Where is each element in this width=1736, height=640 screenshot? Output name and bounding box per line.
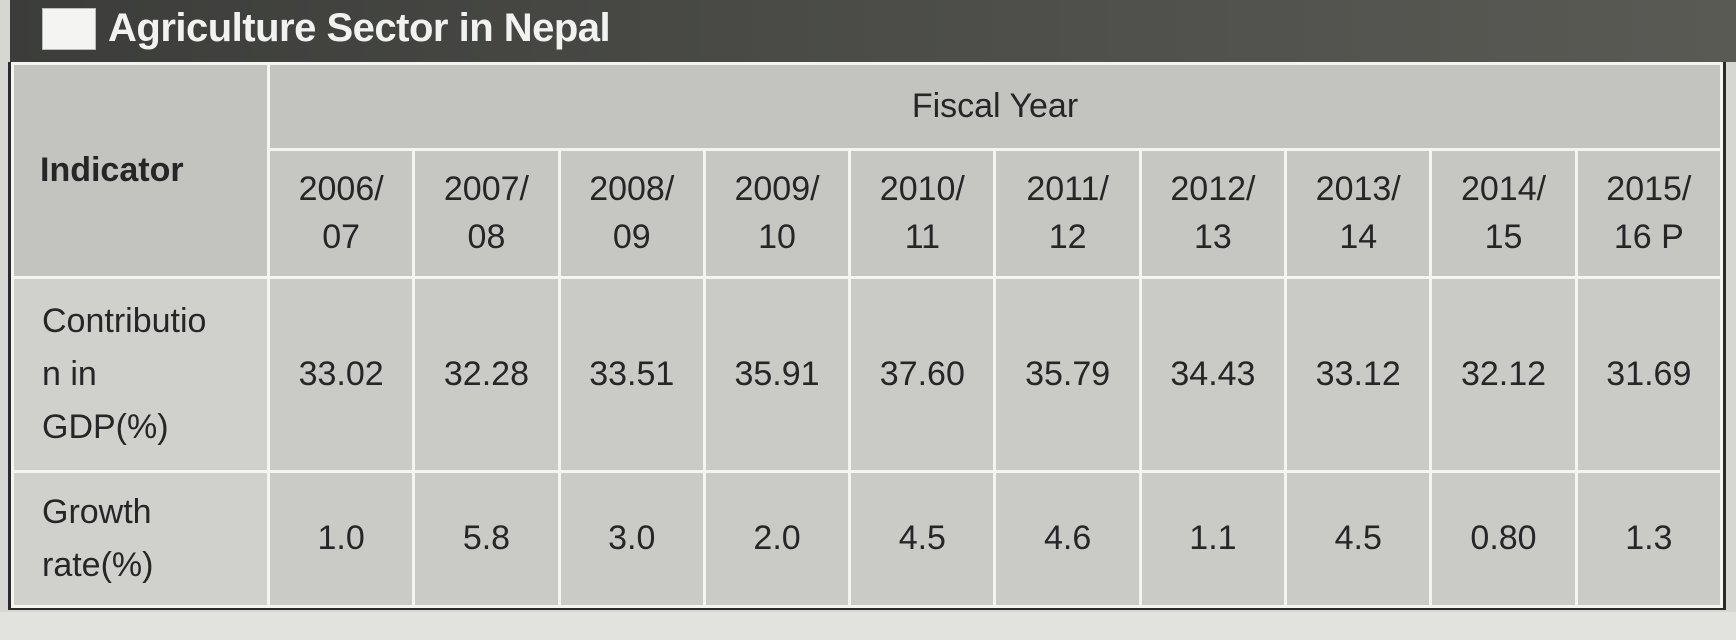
fiscal-year-header: Fiscal Year [267, 62, 1723, 151]
year-header: 2014/15 [1429, 148, 1578, 279]
table-cell: 3.0 [557, 470, 706, 608]
page-bottom-edge [0, 612, 1736, 640]
agriculture-table: Indicator Fiscal Year 2006/07 2007/08 20… [11, 62, 1724, 608]
row-label-gdp-contribution: Contributio n in GDP(%) [11, 276, 270, 473]
table-cell: 34.43 [1138, 276, 1288, 473]
data-table-frame: Indicator Fiscal Year 2006/07 2007/08 20… [8, 62, 1726, 610]
year-header: 2009/10 [702, 148, 852, 279]
table-cell: 2.0 [702, 470, 852, 608]
title-banner: Agriculture Sector in Nepal [10, 0, 1736, 62]
table-cell: 1.0 [266, 470, 416, 608]
title-square-marker [42, 8, 96, 50]
header-row-years: 2006/07 2007/08 2008/09 2009/10 2010/11 … [13, 148, 1724, 279]
table-cell: 33.51 [557, 276, 706, 473]
page-title: Agriculture Sector in Nepal [108, 6, 611, 50]
year-header: 2007/08 [412, 148, 561, 279]
table-cell: 1.3 [1574, 470, 1724, 608]
year-header: 2011/12 [993, 148, 1142, 279]
table-cell: 5.8 [412, 470, 561, 608]
row-label-growth-rate: Growth rate(%) [11, 470, 270, 608]
table-cell: 4.5 [1284, 470, 1433, 608]
table-cell: 35.91 [702, 276, 852, 473]
table-cell: 1.1 [1138, 470, 1288, 608]
table-cell: 4.5 [848, 470, 997, 608]
table-cell: 32.28 [412, 276, 561, 473]
table-cell: 31.69 [1574, 276, 1724, 473]
table-cell: 37.60 [848, 276, 997, 473]
table-row-growth-rate: Growth rate(%) 1.0 5.8 3.0 2.0 4.5 4.6 1.… [11, 470, 1724, 608]
year-header: 2006/07 [266, 148, 416, 279]
table-cell: 4.6 [993, 470, 1142, 608]
year-header: 2012/13 [1138, 148, 1288, 279]
year-header: 2008/09 [557, 148, 706, 279]
header-row-1: Indicator Fiscal Year [11, 62, 1723, 279]
year-header: 2013/14 [1284, 148, 1433, 279]
indicator-header: Indicator [11, 62, 270, 279]
year-header: 2010/11 [848, 148, 997, 279]
year-header: 2015/16 P [1574, 148, 1724, 279]
table-cell: 0.80 [1429, 470, 1578, 608]
table-cell: 35.79 [993, 276, 1142, 473]
table-cell: 33.02 [266, 276, 416, 473]
table-row-gdp-contribution: Contributio n in GDP(%) 33.02 32.28 33.51 … [11, 276, 1724, 473]
table-cell: 33.12 [1284, 276, 1433, 473]
table-cell: 32.12 [1429, 276, 1578, 473]
